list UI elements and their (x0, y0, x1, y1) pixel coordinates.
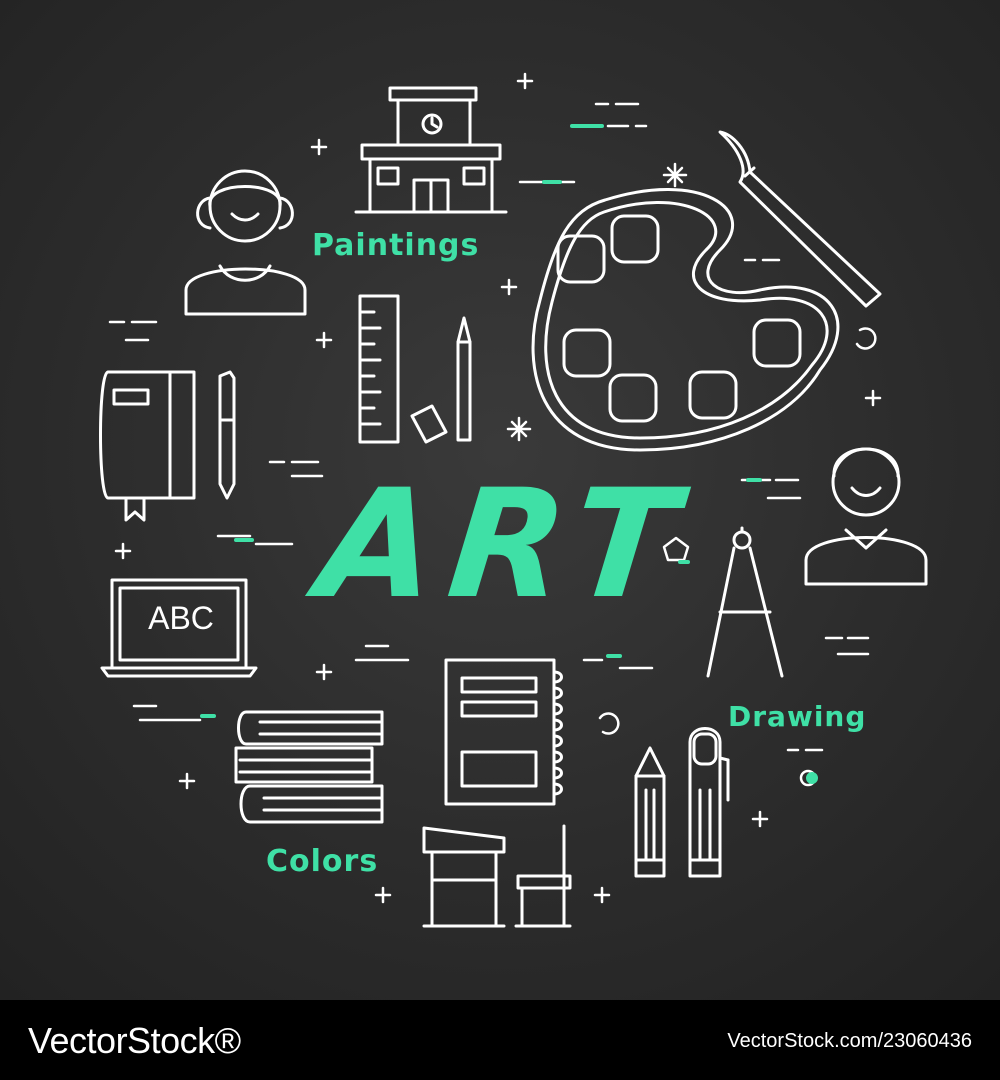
green-accent-marks (200, 124, 818, 784)
school-desk-icon (422, 826, 506, 928)
ruler-icon (358, 294, 400, 444)
sketchbook-icon (444, 658, 563, 806)
laptop-icon (100, 578, 258, 678)
palette-icon (531, 188, 840, 452)
pentagon-shape (662, 536, 690, 562)
art-title: ART (310, 458, 699, 632)
footer-bar: VectorStock® VectorStock.com/23060436 (0, 1000, 1000, 1080)
image-credit[interactable]: VectorStock.com/23060436 (727, 1030, 972, 1052)
girl-student-icon (184, 169, 307, 316)
school-chair-icon (514, 824, 572, 928)
art-icons-svg (99, 72, 928, 928)
drawing-label: Drawing (728, 700, 867, 733)
marker-icon (688, 727, 730, 878)
paintbrush-icon (718, 130, 882, 308)
notebook-icon (99, 370, 196, 522)
colors-label: Colors (266, 844, 379, 879)
pen-icon (218, 370, 236, 500)
decorative-dashes (108, 102, 870, 752)
compass-icon (706, 526, 784, 678)
crayon-pencil-icon (634, 746, 666, 878)
laptop-screen-text: ABC (148, 600, 214, 636)
pencil-icon (456, 316, 472, 442)
school-building-icon (354, 86, 508, 214)
boy-student-icon (804, 447, 928, 586)
chalkboard-illustration: Paintings Drawing Colors ART ABC (0, 0, 1000, 1000)
paintings-label: Paintings (312, 228, 480, 263)
vectorstock-logo[interactable]: VectorStock® (28, 1020, 241, 1061)
books-stack-icon (234, 710, 384, 824)
eraser-icon (410, 404, 448, 444)
